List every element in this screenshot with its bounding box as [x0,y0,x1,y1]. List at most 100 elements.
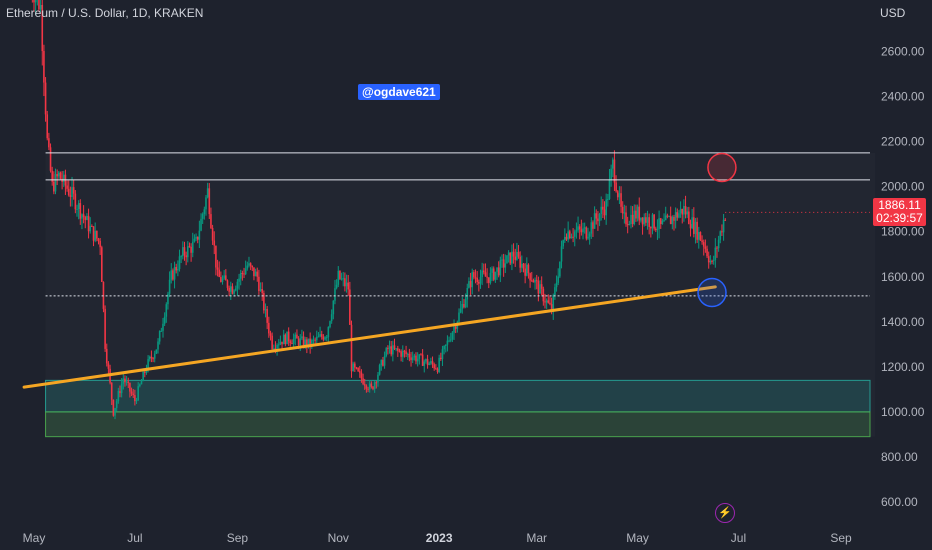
candle-body [185,255,187,258]
candle [86,213,88,221]
candle [363,378,366,390]
candle-body [282,334,285,345]
candle [597,211,599,231]
candle [360,369,363,383]
candle-body [378,365,381,375]
candle [449,332,452,343]
candle [62,170,65,187]
chart-title: Ethereum / U.S. Dollar, 1D, KRAKEN [6,6,204,20]
author-watermark: @ogdave621 [358,84,440,100]
candle-body [443,345,445,350]
candle [430,357,432,366]
candle [67,180,70,197]
candle-body [246,265,249,269]
candle [365,384,368,393]
support-zone-2[interactable] [45,411,871,438]
candle [474,269,477,284]
candle [251,265,254,272]
candle [451,330,454,343]
candle [557,268,560,286]
candle [102,281,105,313]
candle-body [555,282,558,288]
candle-body [377,374,379,383]
candle-body [145,369,148,373]
candle [719,230,722,244]
candle [319,326,321,338]
candle-body [565,236,568,240]
candle-body [517,251,520,257]
candle-body [408,353,411,358]
candle-body [287,331,290,342]
candle [125,375,128,386]
candle [330,309,333,324]
last-price-value: 1886.11 [878,198,921,212]
candle-body [304,339,307,347]
candle [590,217,593,239]
candle-body [119,391,121,394]
candle [355,366,358,370]
candle [34,0,37,15]
candle [507,250,510,263]
candle-body [539,284,541,294]
candle-body [82,214,85,218]
candle-body [562,240,564,247]
candle [425,358,427,364]
candle-body [712,259,715,261]
candle [641,217,644,235]
candle [707,251,710,269]
candle-body [286,331,288,345]
candle [544,293,546,309]
candle [651,212,654,235]
candle [406,352,409,361]
candle-body [317,336,320,338]
candle [469,272,472,295]
target-circle[interactable] [707,152,737,183]
support-zone-1[interactable] [45,379,871,413]
candle-body [716,247,718,249]
candle [76,204,78,217]
candle-body [352,363,354,372]
candle [124,375,126,387]
candle [101,245,103,283]
candle-body [411,357,414,361]
candle-body [319,334,321,337]
candle-body [415,355,417,362]
candle-body [291,343,293,345]
candle-body [127,381,130,383]
candle-body [110,382,113,400]
candle-body [638,206,641,221]
candle-body [501,259,503,261]
candle [717,235,720,252]
candle-body [344,278,346,287]
candle [216,259,219,277]
candle [443,345,445,355]
candle [182,241,184,260]
candle-body [628,223,631,225]
candle [433,362,435,371]
candle [535,274,538,290]
support-circle[interactable] [697,277,727,308]
candle [337,266,340,288]
candle-body [358,371,361,373]
candle-body [205,197,207,210]
candle [585,226,588,241]
candle-body [324,337,326,340]
candle-body [438,357,440,372]
candle-body [105,348,108,364]
candle-body [196,236,199,240]
candle [349,281,351,325]
candle-body [327,327,330,338]
candle-body [640,217,642,221]
candle [444,344,447,353]
candle-body [150,356,153,359]
candle [679,201,682,218]
candle-body [401,350,404,357]
candle-body [484,272,487,277]
candle-body [335,284,338,289]
candle-body [269,333,272,336]
candle-body [636,206,639,219]
ascending-trendline[interactable] [22,285,717,389]
lightning-icon[interactable]: ⚡ [715,503,735,523]
